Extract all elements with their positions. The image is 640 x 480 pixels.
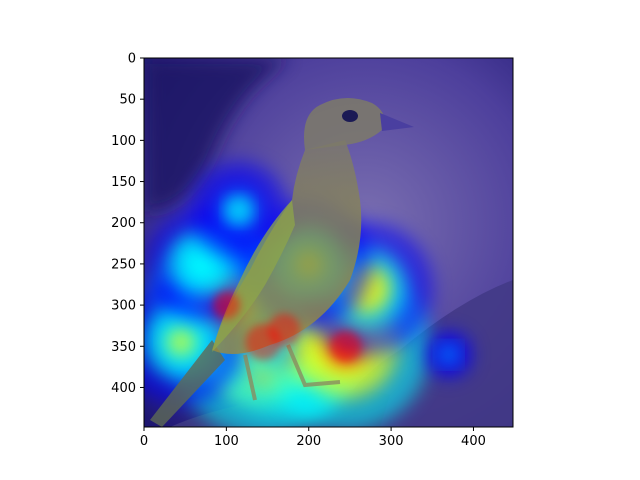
heat-blob [189, 251, 214, 276]
x-tick-label: 200 [296, 434, 321, 449]
x-tick-label: 100 [214, 434, 239, 449]
axes-frame [143, 57, 514, 428]
heat-overlay-top [212, 291, 362, 362]
x-tick-label: 0 [140, 434, 148, 449]
y-axis: 0 50 100 150 200 250 300 350 400 [111, 52, 144, 396]
bird-eye [342, 110, 358, 122]
y-tick-label: 0 [128, 52, 136, 67]
y-tick-label: 250 [111, 257, 136, 272]
heat-core [267, 313, 301, 347]
x-tick-label: 400 [461, 434, 486, 449]
bird-beak [380, 113, 414, 131]
heat-core [330, 330, 362, 362]
heat-blob [440, 346, 457, 363]
y-tick-label: 300 [111, 299, 136, 314]
y-tick-label: 50 [119, 93, 136, 108]
heat-blob [167, 328, 196, 357]
y-tick-label: 350 [111, 340, 136, 355]
y-tick-label: 150 [111, 175, 136, 190]
y-tick-label: 100 [111, 134, 136, 149]
x-axis: 0 100 200 300 400 [140, 427, 486, 449]
heat-blob [228, 200, 249, 221]
bird-tail [150, 340, 225, 427]
bird-head [304, 97, 385, 150]
x-tick-label: 300 [379, 434, 404, 449]
dark-corner-shape [144, 58, 290, 212]
bird-legs [243, 344, 341, 401]
heat-core [212, 291, 240, 319]
image-panel [144, 58, 513, 427]
y-tick-label: 400 [111, 381, 136, 396]
y-tick-label: 200 [111, 216, 136, 231]
